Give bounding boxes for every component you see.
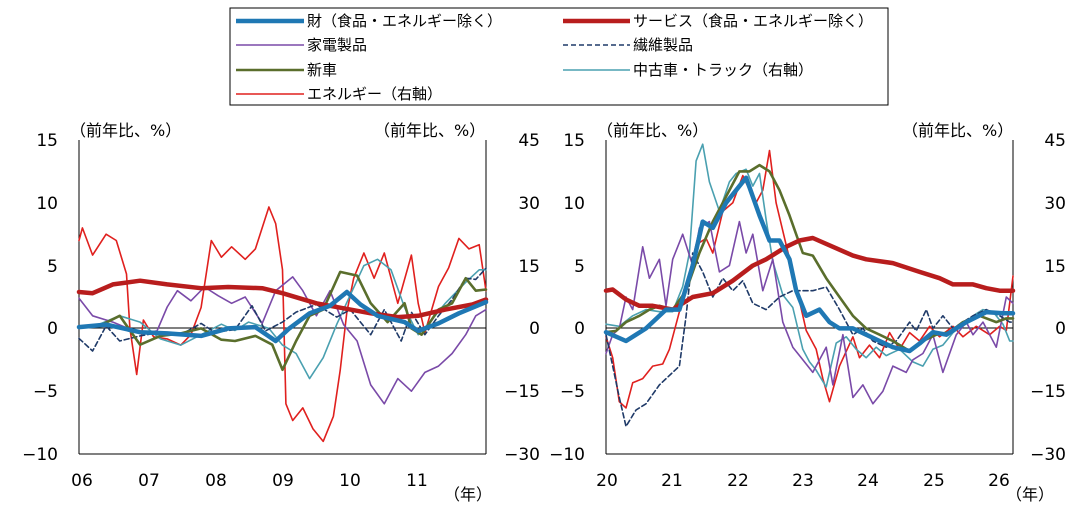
legend-label-services: サービス（食品・エネルギー除く） — [633, 12, 873, 30]
right-panel-ytick-left: −5 — [560, 382, 585, 402]
right-panel-ytick-right: 30 — [1044, 194, 1066, 214]
left-panel-xtick: 09 — [272, 471, 294, 491]
right-panel-ytick-right: 45 — [1044, 131, 1066, 151]
legend: 財（食品・エネルギー除く） サービス（食品・エネルギー除く） 家電製品 繊維製品… — [229, 7, 889, 106]
right-panel-ytick-left: 5 — [574, 257, 585, 277]
left-series-goods — [76, 289, 489, 344]
legend-label-energy: エネルギー（右軸） — [307, 85, 442, 103]
right-series-textiles — [605, 252, 1014, 428]
right-panel-xtick: 24 — [857, 471, 879, 491]
left-panel-ytick-left: 10 — [36, 194, 58, 214]
right-series-new-cars — [604, 163, 1015, 353]
right-panel-ytick-right: −30 — [1030, 445, 1066, 465]
right-panel-ytick-left: −10 — [549, 445, 585, 465]
right-series-goods — [603, 175, 1016, 354]
right-panel-ytick-left: 0 — [574, 319, 585, 339]
right-series-appliances — [605, 220, 1014, 405]
left-panel-ytick-left: 5 — [47, 257, 58, 277]
right-panel-ytick-left: 15 — [563, 131, 585, 151]
left-series-appliances — [78, 276, 487, 405]
right-panel-xtick: 22 — [727, 471, 749, 491]
right-panel-series — [603, 143, 1016, 428]
right-panel-x-unit: （年） — [1006, 485, 1054, 504]
left-panel-right-unit: （前年比、%） — [374, 121, 485, 140]
right-panel-ytick-right: −15 — [1030, 382, 1066, 402]
right-panel-right-unit: （前年比、%） — [902, 121, 1013, 140]
legend-box — [229, 7, 889, 106]
left-panel-ytick-right: 30 — [518, 194, 540, 214]
left-panel-xtick: 08 — [205, 471, 227, 491]
left-panel-ytick-left: 0 — [47, 319, 58, 339]
left-panel-ytick-left: −10 — [22, 445, 58, 465]
right-panel-ytick-left: 10 — [563, 194, 585, 214]
right-panel-xtick: 20 — [596, 471, 618, 491]
left-panel-xtick: 07 — [138, 471, 160, 491]
left-series-energy — [78, 206, 487, 443]
legend-label-goods: 財（食品・エネルギー除く） — [307, 12, 502, 30]
left-panel-ytick-right: −30 — [504, 445, 540, 465]
right-panel-ytick-right: 0 — [1055, 319, 1066, 339]
right-panel-ytick-right: 15 — [1044, 257, 1066, 277]
left-panel-ytick-right: −15 — [504, 382, 540, 402]
right-series-used-cars — [605, 143, 1014, 388]
panel-left: （前年比、%） （前年比、%） 15 10 5 0 −5 −10 45 30 1… — [22, 121, 540, 504]
left-series-services — [76, 278, 489, 320]
legend-label-new-cars: 新車 — [307, 61, 337, 79]
legend-label-appliances: 家電製品 — [307, 36, 367, 54]
legend-label-textiles: 繊維製品 — [633, 36, 693, 54]
left-panel-ytick-right: 45 — [518, 131, 540, 151]
left-panel-left-unit: （前年比、%） — [70, 121, 181, 140]
left-panel-xtick: 06 — [71, 471, 93, 491]
legend-label-used-cars: 中古車・トラック（右軸） — [633, 61, 813, 79]
panel-right: （前年比、%） （前年比、%） 15 10 5 0 −5 −10 45 30 1… — [549, 121, 1066, 504]
right-panel-xtick: 23 — [792, 471, 814, 491]
left-panel-series — [76, 206, 489, 443]
right-series-services — [603, 235, 1016, 312]
right-panel-xtick: 21 — [661, 471, 683, 491]
left-panel-ytick-right: 0 — [529, 319, 540, 339]
left-panel-xtick: 11 — [406, 471, 428, 491]
right-panel-left-unit: （前年比、%） — [597, 121, 708, 140]
left-panel-ytick-left: 15 — [36, 131, 58, 151]
left-panel-ytick-left: −5 — [33, 382, 58, 402]
right-panel-xtick: 26 — [988, 471, 1010, 491]
left-panel-x-unit: （年） — [444, 485, 492, 504]
left-panel-ytick-right: 15 — [518, 257, 540, 277]
left-panel-xtick: 10 — [339, 471, 361, 491]
right-panel-xtick: 25 — [923, 471, 945, 491]
